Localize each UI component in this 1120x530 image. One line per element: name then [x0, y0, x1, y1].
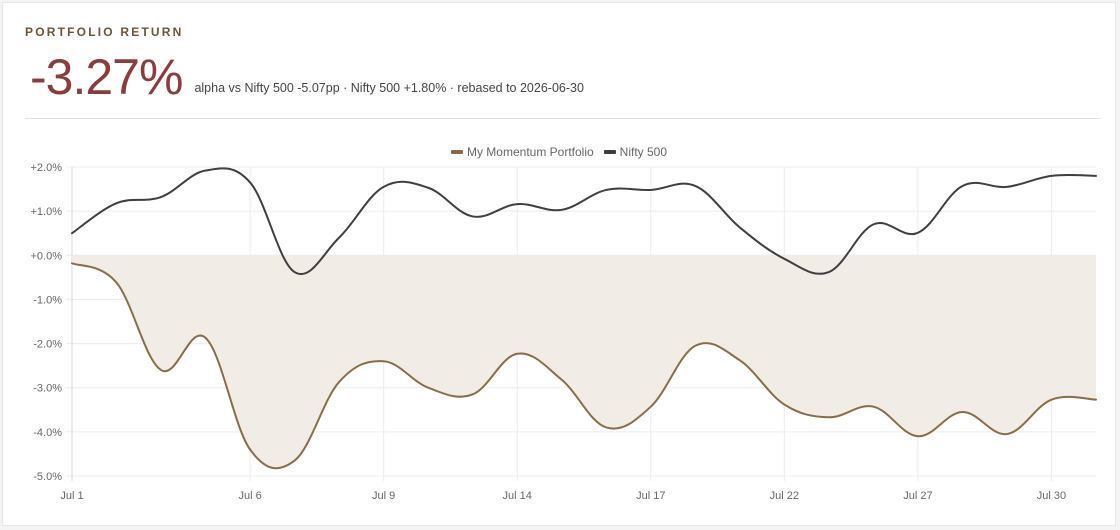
chart-legend: My Momentum Portfolio Nifty 500 — [3, 145, 1115, 159]
portfolio-return-value: -3.27% — [30, 49, 183, 105]
y-tick-label: +1.0% — [31, 206, 63, 218]
legend-label-portfolio: My Momentum Portfolio — [466, 145, 594, 159]
y-tick-label: -5.0% — [33, 471, 62, 483]
y-tick-label: +2.0% — [31, 162, 63, 174]
x-tick-label: Jul 6 — [238, 490, 261, 502]
headline-row: -3.27% alpha vs Nifty 500 -5.07pp · Nift… — [30, 47, 584, 105]
legend-label-nifty: Nifty 500 — [619, 145, 668, 159]
x-tick-label: Jul 22 — [770, 490, 799, 502]
return-comparison-text: alpha vs Nifty 500 -5.07pp · Nifty 500 +… — [194, 81, 584, 95]
legend-item-nifty[interactable]: Nifty 500 — [603, 145, 668, 159]
section-eyebrow: PORTFOLIO RETURN — [25, 25, 184, 39]
header-divider — [25, 118, 1101, 119]
y-tick-label: -1.0% — [33, 294, 62, 306]
x-tick-label: Jul 1 — [60, 490, 83, 502]
y-tick-label: -2.0% — [33, 339, 62, 351]
series-line-2 — [71, 167, 1097, 275]
y-tick-label: -4.0% — [33, 427, 62, 439]
x-tick-label: Jul 30 — [1037, 490, 1066, 502]
x-tick-label: Jul 14 — [503, 490, 532, 502]
series-area-1 — [72, 255, 1096, 469]
legend-swatch-nifty — [603, 150, 616, 154]
x-tick-label: Jul 9 — [372, 490, 395, 502]
x-tick-label: Jul 27 — [903, 490, 932, 502]
x-tick-label: Jul 17 — [636, 490, 665, 502]
legend-item-portfolio[interactable]: My Momentum Portfolio — [450, 145, 594, 159]
legend-swatch-portfolio — [450, 150, 463, 154]
y-tick-label: +0.0% — [31, 250, 63, 262]
series-line-1 — [71, 262, 1097, 470]
y-tick-label: -3.0% — [33, 383, 62, 395]
